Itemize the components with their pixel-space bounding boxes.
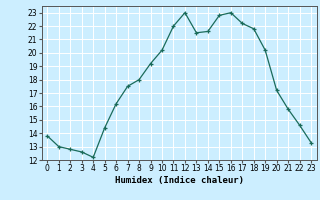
X-axis label: Humidex (Indice chaleur): Humidex (Indice chaleur) [115, 176, 244, 185]
